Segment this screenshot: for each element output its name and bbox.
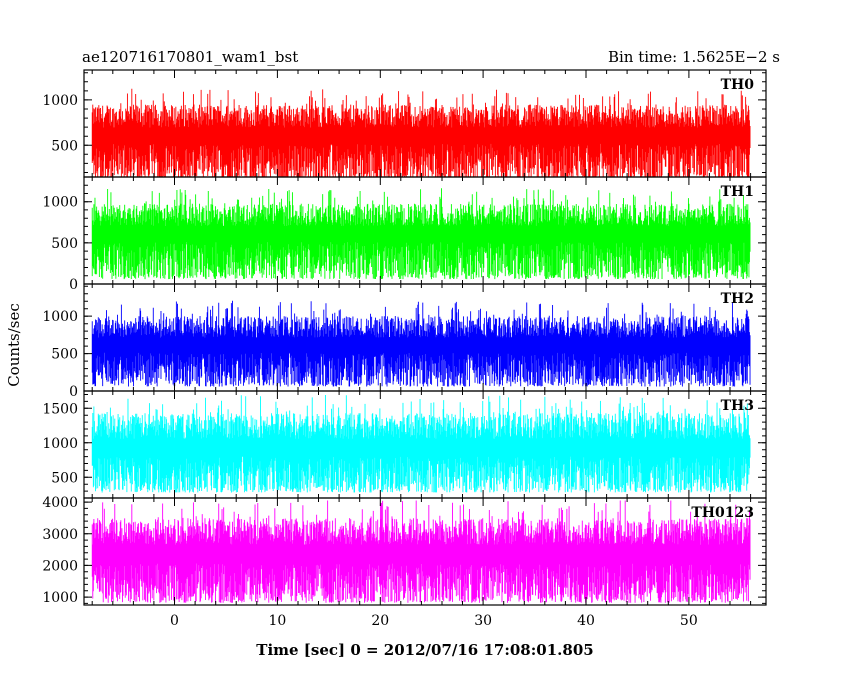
panel-th0123: 1000 2000 3000 4000 TH0123 bbox=[42, 495, 767, 606]
y-tick-label: 1000 bbox=[42, 195, 78, 211]
x-tick-label: 0 bbox=[170, 613, 179, 629]
x-axis-label: Time [sec] 0 = 2012/07/16 17:08:01.805 bbox=[256, 641, 593, 659]
panel-name-label: TH2 bbox=[721, 291, 754, 307]
x-major-ticks bbox=[174, 284, 690, 391]
x-tick-label: 30 bbox=[474, 613, 492, 629]
x-minor-ticks bbox=[91, 70, 752, 177]
y-tick-label: 1500 bbox=[42, 401, 78, 417]
y-tick-label: 2000 bbox=[42, 558, 78, 574]
y-tick-label: 500 bbox=[51, 470, 78, 486]
y-tick-label: 1000 bbox=[42, 309, 78, 325]
y-tick-label: 1000 bbox=[42, 590, 78, 606]
panel-th1: 0 500 1000 TH1 bbox=[42, 176, 767, 293]
x-axis: 0 10 20 30 40 50 bbox=[170, 613, 698, 629]
series-trace-th0 bbox=[91, 88, 751, 177]
x-tick-label: 20 bbox=[371, 613, 389, 629]
series-trace-th2 bbox=[91, 300, 751, 387]
y-tick-label: 4000 bbox=[42, 495, 78, 511]
panels-group: 5001000TH005001000TH105001000TH250010001… bbox=[42, 69, 767, 606]
x-minor-ticks bbox=[91, 498, 752, 605]
series-trace-th0123 bbox=[91, 500, 751, 603]
x-tick-label: 40 bbox=[577, 613, 595, 629]
panel-th3: 500 1000 1500 TH3 bbox=[42, 390, 767, 499]
x-tick-label: 10 bbox=[268, 613, 286, 629]
y-tick-label: 0 bbox=[69, 384, 78, 400]
x-minor-ticks bbox=[91, 391, 752, 498]
panel-name-label: TH3 bbox=[721, 398, 754, 414]
panel-name-label: TH1 bbox=[721, 184, 754, 200]
x-minor-ticks bbox=[91, 177, 752, 284]
y-tick-label: 1000 bbox=[42, 436, 78, 452]
y-tick-label: 500 bbox=[51, 236, 78, 252]
y-tick-label: 0 bbox=[69, 277, 78, 293]
panel-frame bbox=[83, 497, 767, 606]
y-tick-label: 500 bbox=[51, 138, 78, 154]
y-tick-label: 3000 bbox=[42, 527, 78, 543]
bin-time-label: Bin time: 1.5625E−2 s bbox=[608, 48, 780, 66]
series-trace-th1 bbox=[91, 188, 751, 280]
panel-th0: 500 1000 TH0 bbox=[42, 69, 767, 178]
observation-id-title: ae120716170801_wam1_bst bbox=[82, 48, 298, 66]
y-tick-label: 500 bbox=[51, 347, 78, 363]
x-major-ticks bbox=[174, 391, 690, 498]
y-axis-label: Counts/sec bbox=[5, 303, 23, 387]
series-trace-th3 bbox=[91, 395, 751, 493]
x-major-ticks bbox=[174, 70, 690, 177]
panel-name-label: TH0123 bbox=[691, 505, 754, 521]
x-minor-ticks bbox=[91, 284, 752, 391]
x-major-ticks bbox=[174, 177, 690, 284]
x-tick-label: 50 bbox=[680, 613, 698, 629]
panel-th2: 0 500 1000 TH2 bbox=[42, 283, 767, 400]
x-major-ticks bbox=[174, 498, 690, 605]
panel-name-label: TH0 bbox=[721, 77, 755, 93]
y-tick-label: 1000 bbox=[42, 93, 78, 109]
